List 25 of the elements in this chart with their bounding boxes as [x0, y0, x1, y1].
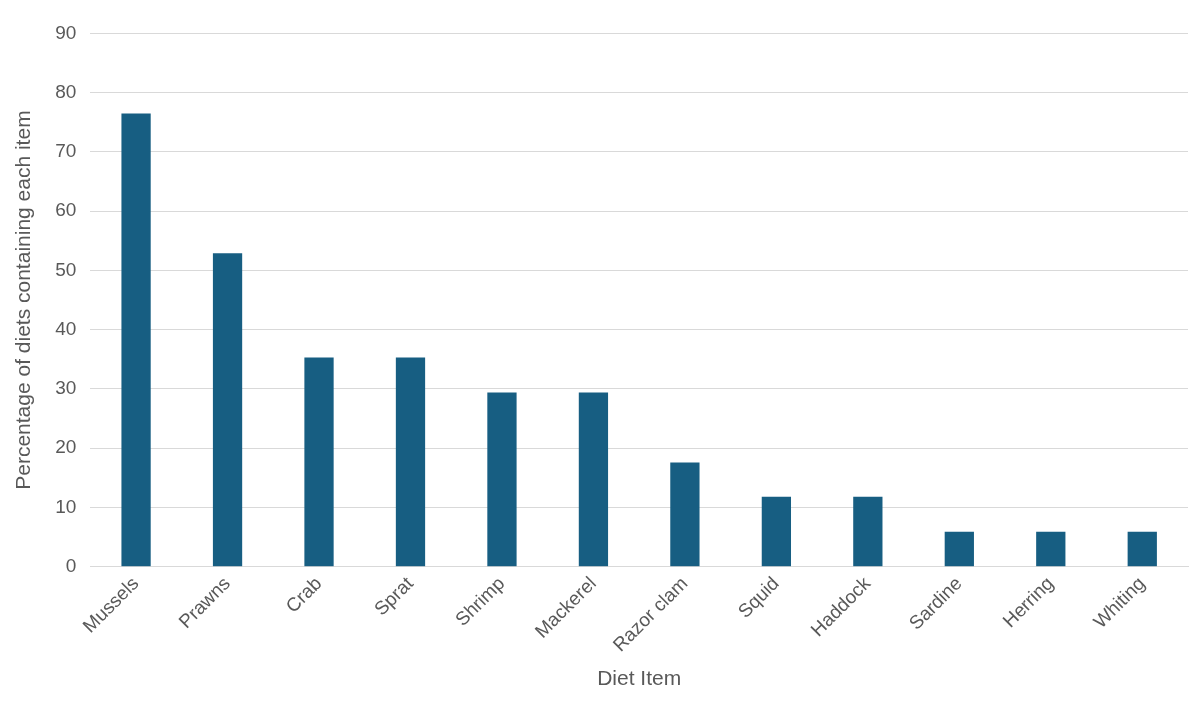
y-tick-label: 30: [55, 377, 77, 399]
y-axis-title: Percentage of diets containing each item: [11, 110, 35, 490]
bar: [121, 113, 151, 567]
bar: [212, 253, 243, 567]
bar: [1127, 531, 1157, 567]
bar: [944, 531, 974, 567]
y-tick-label: 60: [55, 199, 77, 221]
y-tick-label: 70: [55, 140, 77, 162]
y-tick-label: 40: [55, 317, 77, 339]
bar: [853, 496, 883, 567]
bar: [304, 357, 334, 567]
bar: [761, 496, 792, 567]
bar: [1036, 531, 1066, 567]
bar: [395, 357, 426, 567]
y-tick-label: 10: [55, 495, 77, 517]
bar: [578, 392, 609, 567]
x-tick-label: Crab: [281, 572, 326, 617]
y-tick-label: 80: [55, 80, 77, 102]
x-axis-title: Diet Item: [597, 666, 682, 690]
bar: [487, 392, 517, 567]
y-tick-label: 50: [55, 258, 77, 280]
bar: [670, 462, 700, 567]
y-tick-label: 20: [55, 436, 77, 458]
y-tick-label: 90: [55, 21, 77, 43]
y-tick-label: 0: [65, 554, 77, 576]
